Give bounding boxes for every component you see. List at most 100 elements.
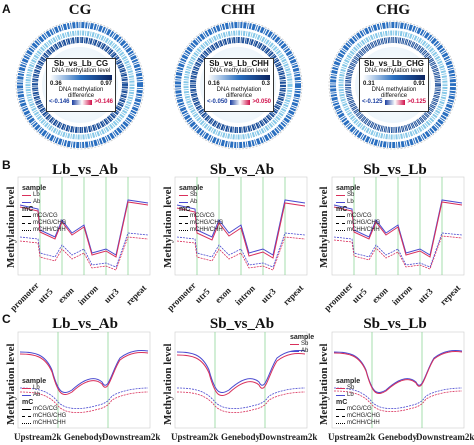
legend-mc-header: mC [336, 399, 348, 406]
legend-sample-1: Sb [347, 192, 355, 198]
diff-gradient [384, 99, 406, 105]
legend-mc-header: mC [179, 206, 191, 213]
legend-sample-header: sample [179, 185, 204, 192]
diff-neg: <-0.146 [49, 99, 70, 105]
legend-mc-header: mC [336, 206, 348, 213]
legend-ctx-3: mCHH/CHH [347, 420, 380, 426]
legend-sample-1: Sb [347, 385, 355, 391]
panel-label-c: C [2, 312, 11, 326]
circos-legend-chg: Sb_vs_Lb_CHG DNA methylation level 0.31 0… [359, 58, 429, 112]
legend-sample-2: Ab [190, 199, 198, 205]
legend-ctx-2: mCHG/CHG [190, 220, 224, 226]
c-legend-2: sample Sb Ab [290, 334, 314, 355]
level-gradient [50, 75, 112, 80]
legend-sample-1: Lb [33, 192, 40, 198]
panel-label-a: A [2, 2, 11, 16]
legend-ctx-1: mCG/CG [33, 406, 58, 412]
legend-sample-header: sample [336, 185, 361, 192]
legend-sample-2: Ab [301, 348, 309, 354]
diff-label: DNA methylation difference [216, 87, 262, 99]
legend-ctx-1: mCG/CG [347, 406, 372, 412]
legend-ctx-1: mCG/CG [33, 213, 58, 219]
level-label: DNA methylation level [51, 68, 111, 74]
circos-name: Sb_vs_Lb_CHG [363, 59, 425, 68]
diff-gradient [229, 99, 251, 105]
b-legend-3: sample Sb Lb mC mCG/CG mCHG/CHG mCHH/CHH [336, 185, 380, 234]
circos-name: Sb_vs_Lb_CHH [209, 59, 269, 68]
legend-sample-header: sample [290, 334, 315, 341]
c3-xlabel-downstream: Downstream2k [416, 432, 474, 442]
c2-xlabel-upstream: Upstream2k [171, 432, 219, 442]
circos-title-cg: CG [68, 2, 92, 18]
c-plot-3 [331, 331, 465, 429]
legend-ctx-1: mCG/CG [190, 213, 215, 219]
b-plot-2 [174, 176, 308, 276]
c3-xlabel-genebody: Genebody [378, 432, 418, 442]
legend-ctx-1: mCG/CG [347, 213, 372, 219]
circos-title-chg: CHG [375, 2, 411, 18]
level-gradient [363, 75, 425, 80]
c-plot-2 [174, 331, 308, 429]
c2-xlabel-downstream: Downstream2k [259, 432, 318, 442]
circos-legend-cg: Sb_vs_Lb_CG DNA methylation level 0.36 0.… [46, 58, 116, 112]
diff-pos: >0.146 [94, 99, 113, 105]
legend-ctx-3: mCHH/CHH [33, 227, 66, 233]
b-plot-1 [17, 176, 151, 276]
legend-ctx-3: mCHH/CHH [347, 227, 380, 233]
c-title-1: Lb_vs_Ab [52, 316, 118, 332]
level-max: 0.97 [100, 81, 112, 87]
c2-xlabel-genebody: Genebody [221, 432, 261, 442]
legend-ctx-2: mCHG/CHG [33, 413, 67, 419]
level-min: 0.31 [363, 81, 375, 87]
level-max: 0.3 [261, 81, 270, 87]
legend-sample-1: Sb [301, 341, 309, 347]
diff-neg: <-0.125 [362, 99, 383, 105]
c-legend-1: sample Lb Ab mC mCG/CG mCHG/CHG mCHH/CHH [22, 378, 66, 427]
legend-sample-2: Lb [347, 392, 354, 398]
legend-sample-2: Ab [33, 199, 41, 205]
diff-neg: <-0.050 [207, 99, 228, 105]
legend-mc-header: mC [22, 206, 34, 213]
circos-title-chh: CHH [220, 2, 256, 18]
diff-label: DNA methylation difference [371, 87, 417, 99]
legend-ctx-2: mCHG/CHG [347, 220, 381, 226]
c1-xlabel-upstream: Upstream2k [14, 432, 62, 442]
circos-legend-chh: Sb_vs_Lb_CHH DNA methylation level 0.16 0… [204, 58, 274, 112]
panel-label-b: B [2, 158, 11, 172]
legend-sample-header: sample [336, 378, 361, 385]
c-title-2: Sb_vs_Ab [209, 316, 275, 332]
b-title-1: Lb_vs_Ab [52, 162, 118, 178]
c1-xlabel-downstream: Downstream2k [102, 432, 161, 442]
c-title-3: Sb_vs_Lb [363, 316, 427, 332]
diff-gradient [71, 99, 93, 105]
diff-label: DNA methylation difference [58, 87, 104, 99]
level-gradient [208, 75, 270, 80]
circos-name: Sb_vs_Lb_CG [53, 59, 109, 68]
legend-ctx-3: mCHH/CHH [190, 227, 223, 233]
b-legend-2: sample Sb Ab mC mCG/CG mCHG/CHG mCHH/CHH [179, 185, 223, 234]
legend-sample-1: Lb [33, 385, 40, 391]
level-max: 0.91 [413, 81, 425, 87]
legend-sample-2: Ab [33, 392, 41, 398]
b-legend-1: sample Lb Ab mC mCG/CG mCHG/CHG mCHH/CHH [22, 185, 66, 234]
level-min: 0.16 [208, 81, 220, 87]
c-plots [17, 331, 465, 429]
legend-sample-2: Lb [347, 199, 354, 205]
c-legend-3: sample Sb Lb mC mCG/CG mCHG/CHG mCHH/CHH [336, 378, 380, 427]
legend-ctx-2: mCHG/CHG [33, 220, 67, 226]
diff-pos: >0.050 [252, 99, 271, 105]
legend-ctx-3: mCHH/CHH [33, 420, 66, 426]
legend-ctx-2: mCHG/CHG [347, 413, 381, 419]
level-min: 0.36 [50, 81, 62, 87]
b-plot-3 [331, 176, 465, 276]
b-plots [17, 176, 465, 276]
c3-xlabel-upstream: Upstream2k [328, 432, 376, 442]
legend-sample-header: sample [22, 378, 47, 385]
diff-pos: >0.125 [407, 99, 426, 105]
c1-xlabel-genebody: Genebody [64, 432, 104, 442]
level-label: DNA methylation level [364, 68, 424, 74]
legend-sample-header: sample [22, 185, 47, 192]
level-label: DNA methylation level [209, 68, 269, 74]
c-plot-1 [17, 331, 151, 429]
legend-mc-header: mC [22, 399, 34, 406]
